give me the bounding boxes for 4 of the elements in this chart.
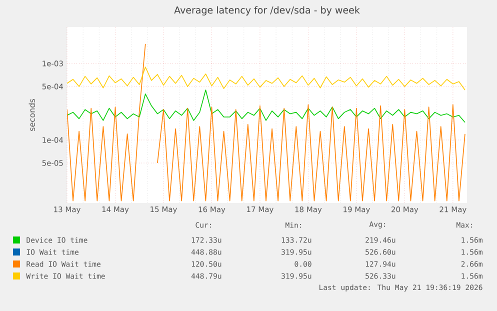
chart-title: Average latency for /dev/sda - by week — [174, 6, 360, 16]
y-axis-title: seconds — [28, 99, 35, 131]
line-series — [67, 66, 466, 90]
line-series — [67, 90, 466, 123]
